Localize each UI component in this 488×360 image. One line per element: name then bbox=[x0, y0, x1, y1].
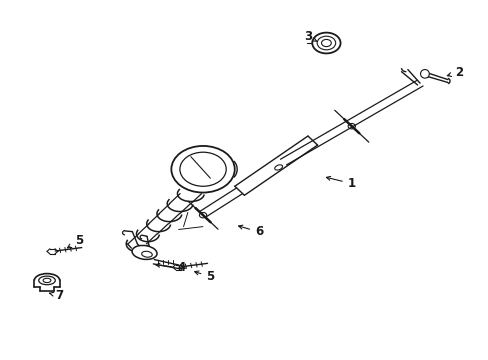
Ellipse shape bbox=[420, 69, 428, 78]
Ellipse shape bbox=[312, 33, 340, 53]
Text: 2: 2 bbox=[447, 66, 462, 79]
Ellipse shape bbox=[171, 146, 234, 193]
Text: 3: 3 bbox=[303, 30, 317, 43]
Text: 6: 6 bbox=[238, 225, 263, 238]
Text: 4: 4 bbox=[156, 261, 185, 274]
Text: 1: 1 bbox=[326, 176, 355, 190]
Ellipse shape bbox=[132, 246, 157, 260]
Text: 5: 5 bbox=[194, 270, 214, 283]
Text: 5: 5 bbox=[67, 234, 82, 248]
Text: 7: 7 bbox=[49, 289, 63, 302]
